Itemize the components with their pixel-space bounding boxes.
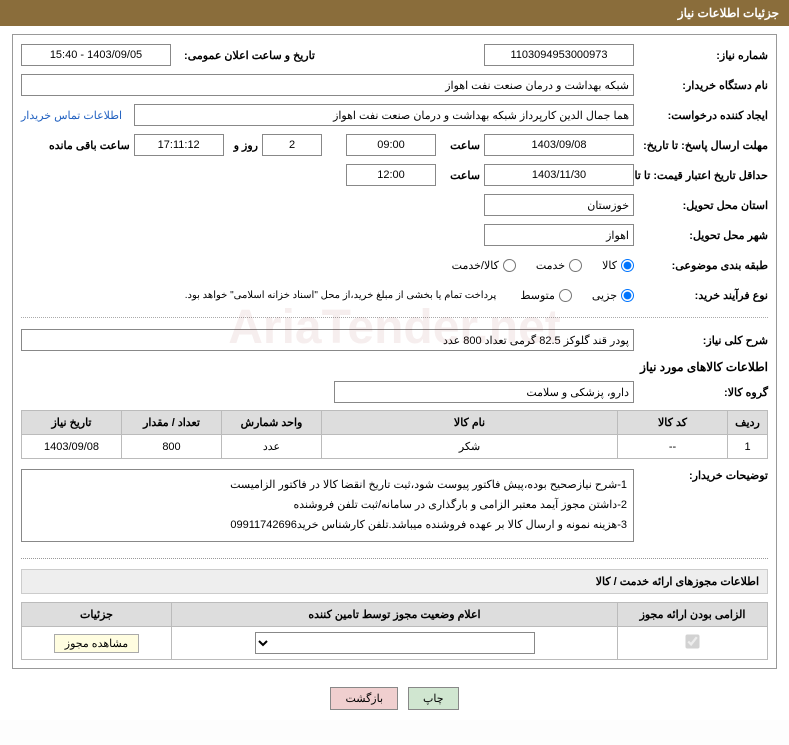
need-no-label: شماره نیاز:: [638, 49, 768, 62]
note-line-1: 1-شرح نیازصحیح بوده،پیش فاکتور پیوست شود…: [28, 476, 627, 496]
proc-opt1: جزیی: [592, 289, 617, 302]
price-time-input[interactable]: [346, 164, 436, 186]
print-button[interactable]: چاپ: [408, 687, 459, 710]
need-no-input[interactable]: [484, 44, 634, 66]
requester-input[interactable]: [134, 104, 634, 126]
td-qty: 800: [122, 435, 222, 459]
cat-radio-goods[interactable]: کالا: [602, 259, 634, 272]
th-code: کد کالا: [618, 411, 728, 435]
province-label: استان محل تحویل:: [638, 199, 768, 212]
announce-label: تاریخ و ساعت اعلان عمومی:: [175, 49, 315, 62]
cat-opt1: کالا: [602, 259, 617, 272]
remain-time-input[interactable]: [134, 134, 224, 156]
time-label-1: ساعت: [440, 139, 480, 152]
days-input[interactable]: [262, 134, 322, 156]
back-button[interactable]: بازگشت: [330, 687, 398, 710]
proc-opt2: متوسط: [520, 289, 555, 302]
remaining-label: ساعت باقی مانده: [43, 139, 130, 152]
th-name: نام کالا: [322, 411, 618, 435]
price-valid-label: حداقل تاریخ اعتبار قیمت: تا تاریخ:: [638, 169, 768, 182]
days-and-label: روز و: [228, 139, 258, 152]
divider: [21, 317, 768, 318]
province-input[interactable]: [484, 194, 634, 216]
goods-info-title: اطلاعات کالاهای مورد نیاز: [21, 360, 768, 374]
permit-row: مشاهده مجوز: [22, 627, 768, 660]
reply-deadline-label: مهلت ارسال پاسخ: تا تاریخ:: [638, 139, 768, 152]
cat-radio-both[interactable]: کالا/خدمت: [452, 259, 516, 272]
city-label: شهر محل تحویل:: [638, 229, 768, 242]
td-name: شکر: [322, 435, 618, 459]
contact-link[interactable]: اطلاعات تماس خریدار: [21, 109, 122, 122]
view-permit-button[interactable]: مشاهده مجوز: [54, 634, 139, 653]
proc-type-label: نوع فرآیند خرید:: [638, 289, 768, 302]
proc-note: پرداخت تمام یا بخشی از مبلغ خرید،از محل …: [185, 290, 497, 301]
page-title: جزئیات اطلاعات نیاز: [0, 0, 789, 26]
permits-table: الزامی بودن ارائه مجوز اعلام وضعیت مجوز …: [21, 602, 768, 660]
goods-group-input[interactable]: [334, 381, 634, 403]
pth-status: اعلام وضعیت مجوز توسط تامین کننده: [172, 603, 618, 627]
buyer-notes-box: 1-شرح نیازصحیح بوده،پیش فاکتور پیوست شود…: [21, 469, 634, 542]
cat-opt2: خدمت: [536, 259, 565, 272]
buyer-org-input[interactable]: [21, 74, 634, 96]
td-row: 1: [728, 435, 768, 459]
reply-date-input[interactable]: [484, 134, 634, 156]
desc-input[interactable]: [21, 329, 634, 351]
th-unit: واحد شمارش: [222, 411, 322, 435]
note-line-3: 3-هزینه نمونه و ارسال کالا بر عهده فروشن…: [28, 516, 627, 536]
pth-required: الزامی بودن ارائه مجوز: [618, 603, 768, 627]
permits-header: اطلاعات مجوزهای ارائه خدمت / کالا: [21, 569, 768, 594]
pth-details: جزئیات: [22, 603, 172, 627]
proc-radio-medium[interactable]: متوسط: [520, 289, 572, 302]
td-code: --: [618, 435, 728, 459]
goods-table: ردیف کد کالا نام کالا واحد شمارش تعداد /…: [21, 410, 768, 459]
proc-radio-minor[interactable]: جزیی: [592, 289, 634, 302]
requester-label: ایجاد کننده درخواست:: [638, 109, 768, 122]
note-line-2: 2-داشتن مجوز آیمد معتبر الزامی و بارگذار…: [28, 496, 627, 516]
th-row: ردیف: [728, 411, 768, 435]
cat-opt3: کالا/خدمت: [452, 259, 499, 272]
th-qty: تعداد / مقدار: [122, 411, 222, 435]
td-unit: عدد: [222, 435, 322, 459]
buyer-notes-label: توضیحات خریدار:: [638, 469, 768, 482]
th-date: تاریخ نیاز: [22, 411, 122, 435]
reply-time-input[interactable]: [346, 134, 436, 156]
category-label: طبقه بندی موضوعی:: [638, 259, 768, 272]
city-input[interactable]: [484, 224, 634, 246]
price-date-input[interactable]: [484, 164, 634, 186]
desc-label: شرح کلی نیاز:: [638, 334, 768, 347]
table-row: 1 -- شکر عدد 800 1403/09/08: [22, 435, 768, 459]
goods-group-label: گروه کالا:: [638, 386, 768, 399]
permit-required-checkbox: [685, 635, 699, 649]
permit-status-select[interactable]: [255, 632, 535, 654]
time-label-2: ساعت: [440, 169, 480, 182]
cat-radio-service[interactable]: خدمت: [536, 259, 582, 272]
announce-input[interactable]: [21, 44, 171, 66]
buyer-org-label: نام دستگاه خریدار:: [638, 79, 768, 92]
td-date: 1403/09/08: [22, 435, 122, 459]
